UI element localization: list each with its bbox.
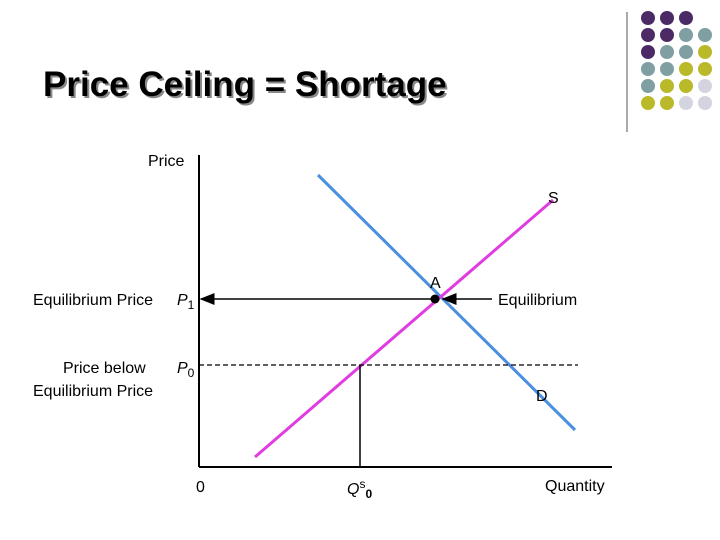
p0-symbol: P: [177, 360, 188, 377]
p0-label: P0: [177, 360, 195, 380]
p1-symbol: P: [177, 292, 188, 309]
demand-label: D: [536, 388, 548, 405]
origin-label: 0: [196, 479, 205, 496]
title-shadow: Price Ceiling = Shortage: [45, 67, 449, 106]
title: Price Ceiling = Shortage: [43, 65, 447, 104]
equilibrium-price-label: Equilibrium Price: [33, 292, 153, 309]
decoration: [626, 11, 712, 132]
supply-curve: [254, 198, 554, 459]
equilibrium-point: [430, 294, 440, 304]
y-axis-label: Price: [148, 153, 185, 170]
p0-subscript: 0: [188, 366, 195, 380]
supply-label: S: [548, 190, 559, 207]
qs-superscript: s: [359, 477, 365, 491]
point-label: A: [430, 275, 441, 292]
qs-symbol: Q: [347, 481, 359, 498]
p1-label: P1: [177, 292, 195, 312]
equilibrium-label: Equilibrium: [498, 292, 577, 309]
ceiling-label-line2: Equilibrium Price: [33, 383, 153, 400]
p1-subscript: 1: [188, 298, 195, 312]
qs-subscript: 0: [365, 487, 372, 501]
ceiling-label-line1: Price below: [63, 360, 146, 377]
qs-label: Qs0: [347, 477, 372, 501]
x-axis-label: Quantity: [545, 478, 605, 495]
